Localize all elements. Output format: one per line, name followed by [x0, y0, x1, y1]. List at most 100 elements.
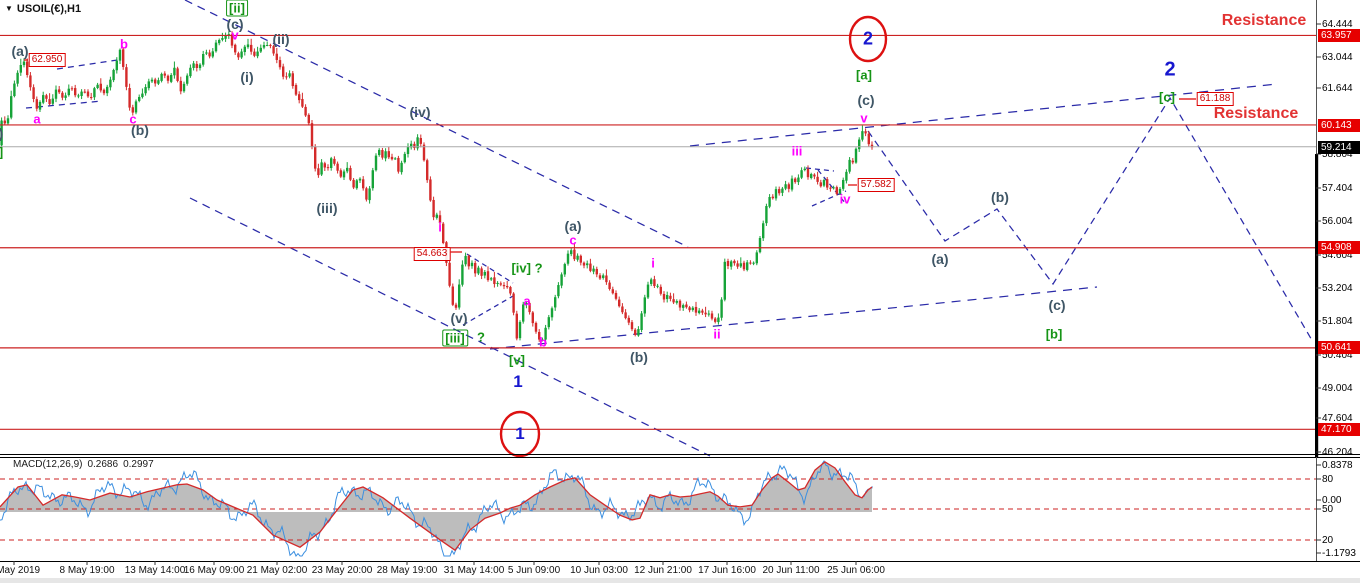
date-axis-label[interactable]: 23 May 20:00	[311, 565, 373, 576]
wave-label-v[interactable]: (v)	[450, 310, 468, 326]
macd-axis-tick: 80	[1322, 474, 1334, 485]
wave-label-b[interactable]: (b)	[131, 122, 149, 138]
wave-label-iv[interactable]: (iv)	[409, 104, 431, 120]
wave-label-iii[interactable]: [iii]	[442, 329, 468, 347]
price-axis-highlight-bar	[1315, 154, 1319, 457]
wave-label-c[interactable]: [c]	[1159, 89, 1175, 105]
wave-label-ii[interactable]: [ii]	[226, 0, 248, 17]
circled-wave-number[interactable]: 1	[515, 424, 525, 443]
macd-main-value: 0.2686	[87, 459, 119, 470]
wave-label-a[interactable]: (a)	[11, 43, 29, 59]
price-axis-tick: 63.044	[1322, 52, 1353, 63]
wave-label-b[interactable]: b	[120, 36, 128, 52]
trendline-mini-channel-lower[interactable]	[25, 100, 103, 109]
date-axis-border	[0, 561, 1360, 562]
resistance-text-label[interactable]: Resistance	[1221, 12, 1307, 29]
wave-label-v[interactable]: [v]	[509, 352, 525, 368]
symbol-name: USOIL(€),H1	[16, 3, 82, 15]
date-axis-label[interactable]: 20 Jun 11:00	[762, 565, 820, 576]
wave-label-ii[interactable]: ii	[713, 326, 721, 342]
macd-axis-tick: -1.1793	[1322, 548, 1356, 559]
wave-label-iii[interactable]: iii	[791, 143, 803, 159]
price-axis-tick: 46.204	[1322, 447, 1353, 458]
wave-label-iv?[interactable]: [iv] ?	[511, 260, 543, 276]
panel-separator-bottom[interactable]	[0, 457, 1360, 458]
trendline-descending-channel-upper[interactable]	[184, 0, 689, 248]
date-axis-label[interactable]: 21 May 02:00	[246, 565, 308, 576]
wave-number-label[interactable]: 1	[513, 372, 523, 391]
date-axis-label[interactable]: 17 Jun 16:00	[698, 565, 756, 576]
date-axis-label[interactable]: 25 Jun 06:00	[827, 565, 885, 576]
wave-label-i[interactable]: i	[438, 219, 442, 235]
date-axis-label[interactable]: 28 May 19:00	[376, 565, 438, 576]
price-callout-box[interactable]: 57.582	[857, 178, 895, 192]
resistance-lines-group[interactable]	[0, 34, 1316, 430]
wave-label-b[interactable]: b	[539, 334, 547, 350]
panel-separator-top[interactable]	[0, 454, 1360, 455]
wave-label-c[interactable]: (c)	[226, 16, 244, 32]
date-axis-label[interactable]: 5 Jun 09:00	[507, 565, 561, 576]
wave-label-[interactable]: ]	[0, 145, 3, 160]
wave-label-v[interactable]: v	[860, 110, 868, 126]
wave-label-c[interactable]: c	[129, 111, 137, 127]
trendline-projection-zigzag[interactable]	[867, 96, 1314, 343]
wave-label-iii[interactable]: (iii)	[316, 200, 338, 216]
price-callout-box[interactable]: 62.950	[28, 53, 66, 67]
wave-label-c[interactable]: (c)	[857, 92, 875, 108]
wave-label-b[interactable]: (b)	[630, 349, 648, 365]
wave-label-a[interactable]: (a)	[931, 251, 949, 267]
trendline-pennant-down[interactable]	[817, 169, 847, 205]
wave-label-a[interactable]: [a]	[856, 67, 872, 83]
wave-label-iv[interactable]: iv	[839, 191, 851, 207]
macd-axis-tick: 20	[1322, 535, 1334, 546]
wave-label-i[interactable]: (i)	[240, 69, 254, 85]
date-axis-label[interactable]: 8 May 19:00	[59, 565, 115, 576]
macd-axis-tick: 0.8378	[1322, 460, 1353, 471]
macd-panel-group	[0, 459, 1316, 557]
resistance-text-label[interactable]: Resistance	[1213, 105, 1299, 122]
wave-label-[interactable]: )	[0, 125, 3, 141]
symbol-dropdown-icon[interactable]: ▼	[5, 4, 13, 13]
price-axis-tick: 57.404	[1322, 183, 1353, 194]
wave-label-i[interactable]: i	[651, 255, 655, 271]
trendlines-group[interactable]	[25, 0, 1314, 457]
wave-label-?[interactable]: ?	[477, 329, 485, 345]
trendline-mini-channel-upper[interactable]	[56, 58, 125, 70]
price-callout-box[interactable]: 61.188	[1196, 92, 1234, 106]
wave-label-v[interactable]: v	[231, 27, 239, 43]
trendline-pennant-upper[interactable]	[805, 167, 835, 172]
date-axis-label[interactable]: 16 May 09:00	[183, 565, 245, 576]
wave-circle-1[interactable]	[499, 410, 541, 458]
date-axis-label[interactable]: 13 May 14:00	[124, 565, 186, 576]
wave-label-a[interactable]: a	[523, 293, 531, 309]
wave-label-c[interactable]: (c)	[1048, 297, 1066, 313]
wave-label-a[interactable]: a	[33, 111, 41, 127]
trendline-ascending-support[interactable]	[489, 286, 1098, 350]
price-axis-boxed-current: 59.214	[1318, 140, 1360, 154]
wave-label-b[interactable]: [b]	[1045, 326, 1063, 342]
wave-label-ii[interactable]: (ii)	[272, 31, 290, 47]
price-axis-boxed-level: 50.641	[1318, 340, 1360, 354]
date-axis-label[interactable]: 12 Jun 21:00	[634, 565, 692, 576]
trendline-triangle-lower[interactable]	[462, 295, 514, 326]
wave-label-c[interactable]: c	[569, 232, 577, 248]
wave-label-b[interactable]: (b)	[991, 189, 1009, 205]
macd-axis-tick: 0.00	[1322, 495, 1342, 506]
bottom-strip	[0, 578, 1360, 583]
date-axis-label[interactable]: 31 May 14:00	[443, 565, 505, 576]
price-axis-tick: 64.444	[1322, 19, 1353, 30]
wave-number-label[interactable]: 2	[1164, 58, 1176, 81]
price-callout-box[interactable]: 54.663	[413, 247, 451, 261]
trendline-descending-channel-lower[interactable]	[189, 197, 711, 457]
wave-label-a[interactable]: (a)	[564, 218, 582, 234]
date-axis-label[interactable]: 6 May 2019	[0, 565, 41, 576]
price-axis-tick: 58.804	[1322, 149, 1353, 160]
wave-circle-2[interactable]	[848, 15, 888, 63]
symbol-title: ▼ USOIL(€),H1	[5, 3, 81, 15]
trendline-triangle-upper[interactable]	[466, 253, 514, 284]
macd-signal-value: 0.2997	[123, 459, 154, 470]
circled-wave-number[interactable]: 2	[862, 28, 874, 49]
trendline-ascending-channel-top[interactable]	[689, 83, 1278, 147]
date-axis-label[interactable]: 10 Jun 03:00	[570, 565, 628, 576]
